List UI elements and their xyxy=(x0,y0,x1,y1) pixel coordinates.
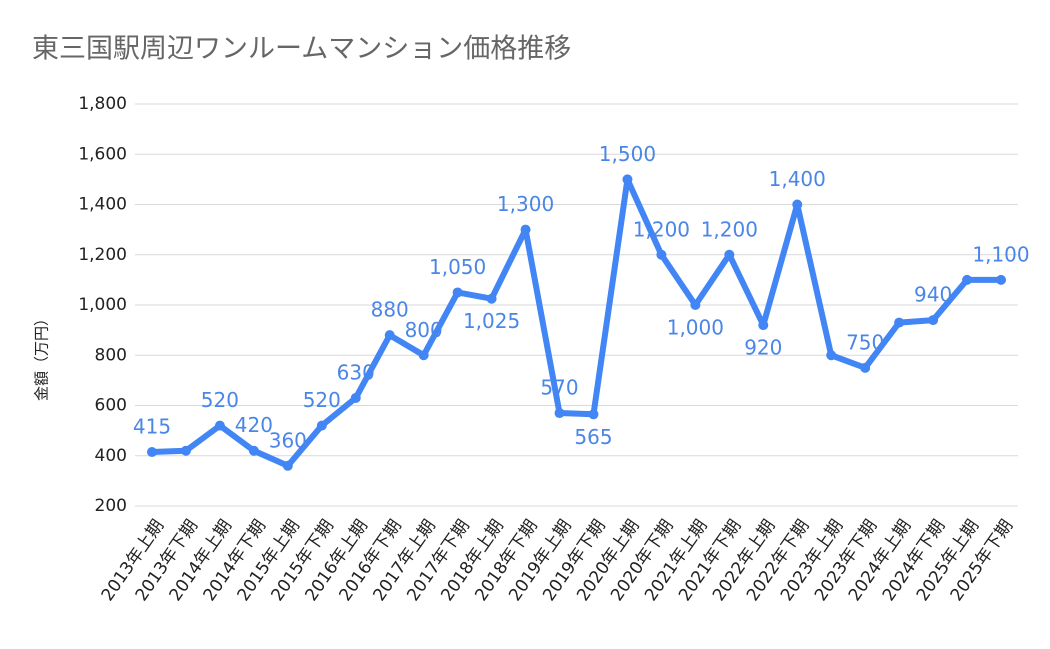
data-point xyxy=(656,249,667,260)
data-label: 1,025 xyxy=(463,309,520,333)
data-label: 880 xyxy=(371,298,409,322)
data-label: 1,300 xyxy=(497,192,554,216)
data-point xyxy=(486,293,497,304)
y-tick-label: 1,800 xyxy=(78,94,127,114)
data-label: 1,050 xyxy=(429,255,486,279)
data-label: 1,200 xyxy=(633,217,690,241)
y-tick-label: 800 xyxy=(95,345,127,365)
data-point xyxy=(214,420,225,431)
data-label: 570 xyxy=(540,376,578,400)
y-tick-label: 400 xyxy=(95,446,127,466)
data-point xyxy=(554,408,565,419)
data-point xyxy=(384,330,395,341)
data-point xyxy=(316,420,327,431)
data-label: 1,400 xyxy=(769,167,826,191)
data-label: 1,200 xyxy=(701,217,758,241)
data-label: 800 xyxy=(405,318,443,342)
data-point xyxy=(860,362,871,373)
data-label: 920 xyxy=(744,336,782,360)
y-tick-label: 1,600 xyxy=(78,144,127,164)
data-point xyxy=(996,274,1007,285)
data-point xyxy=(690,300,701,310)
data-point xyxy=(146,446,157,457)
data-label: 520 xyxy=(303,388,341,412)
data-point xyxy=(894,317,905,328)
data-label: 520 xyxy=(201,388,239,412)
data-point xyxy=(418,350,429,361)
data-label: 1,100 xyxy=(972,242,1029,266)
y-tick-label: 200 xyxy=(95,496,127,516)
data-label: 565 xyxy=(574,425,612,449)
data-label: 415 xyxy=(133,414,171,438)
data-point xyxy=(962,274,973,285)
data-point xyxy=(758,320,769,331)
data-label: 1,500 xyxy=(599,142,656,166)
data-point xyxy=(928,315,939,326)
data-label: 630 xyxy=(337,360,375,384)
data-label: 360 xyxy=(269,428,307,452)
data-point xyxy=(826,350,837,361)
data-label: 750 xyxy=(846,330,884,354)
data-point xyxy=(350,392,361,403)
data-point xyxy=(588,409,599,420)
data-point xyxy=(792,199,803,210)
data-label: 1,000 xyxy=(667,316,724,340)
data-label: 940 xyxy=(914,283,952,307)
y-tick-label: 1,400 xyxy=(78,195,127,215)
data-point xyxy=(520,224,531,235)
data-point xyxy=(282,460,293,471)
y-tick-label: 1,200 xyxy=(78,245,127,265)
data-point xyxy=(724,249,735,260)
chart-title: 東三国駅周辺ワンルームマンション価格推移 xyxy=(32,34,571,65)
data-label: 420 xyxy=(235,413,273,437)
y-tick-label: 1,000 xyxy=(78,295,127,315)
data-line xyxy=(151,176,1002,469)
data-point xyxy=(622,174,633,185)
y-axis-label: 金額（万円） xyxy=(33,311,51,401)
y-tick-label: 600 xyxy=(95,396,127,416)
data-point xyxy=(180,445,191,456)
data-point xyxy=(452,287,463,298)
data-point xyxy=(248,445,259,456)
